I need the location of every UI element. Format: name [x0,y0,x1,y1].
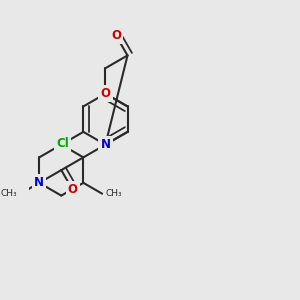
Text: O: O [68,184,78,196]
Text: O: O [100,87,110,100]
Text: N: N [100,138,110,151]
Text: Cl: Cl [56,137,69,151]
Text: CH₃: CH₃ [0,189,17,198]
Text: O: O [111,29,121,42]
Text: CH₃: CH₃ [106,189,122,198]
Text: N: N [34,176,44,189]
